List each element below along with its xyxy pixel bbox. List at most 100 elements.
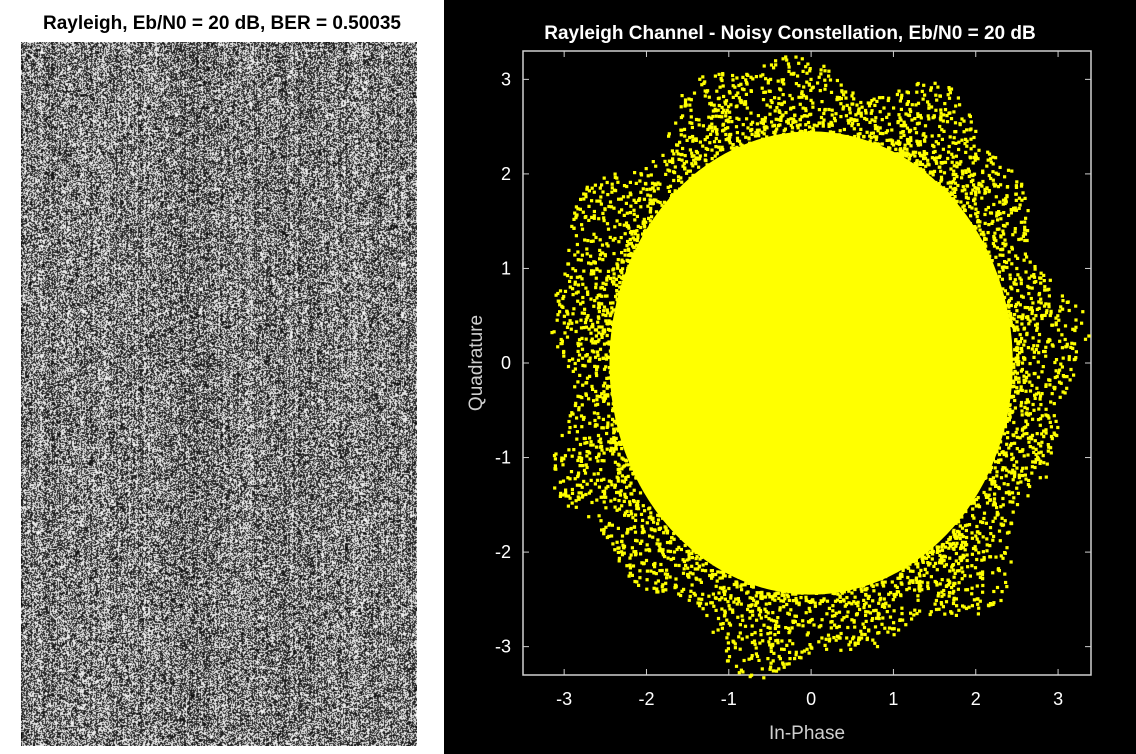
scatter-point xyxy=(788,639,792,643)
scatter-point xyxy=(971,546,976,551)
scatter-point xyxy=(933,579,937,584)
scatter-point xyxy=(828,78,833,82)
scatter-point xyxy=(1025,411,1029,415)
scatter-point xyxy=(1036,418,1041,422)
scatter-point xyxy=(818,589,822,593)
scatter-point xyxy=(891,598,895,602)
scatter-point xyxy=(977,462,981,466)
scatter-point xyxy=(1007,305,1011,309)
scatter-point xyxy=(749,89,753,93)
scatter-point xyxy=(1016,328,1020,332)
scatter-point xyxy=(835,95,839,99)
scatter-point xyxy=(615,508,619,512)
scatter-point xyxy=(573,367,577,371)
scatter-point xyxy=(594,235,598,240)
scatter-point xyxy=(718,148,723,152)
scatter-point xyxy=(690,541,694,546)
scatter-point xyxy=(750,632,754,637)
scatter-point xyxy=(951,563,955,567)
scatter-point xyxy=(645,578,649,582)
scatter-point xyxy=(944,600,949,604)
scatter-point xyxy=(666,185,670,189)
scatter-point xyxy=(605,447,609,451)
scatter-point xyxy=(1043,313,1047,317)
scatter-point xyxy=(622,294,626,298)
scatter-point xyxy=(821,124,825,128)
scatter-point xyxy=(632,208,636,212)
scatter-point xyxy=(567,494,571,498)
scatter-point xyxy=(840,618,844,622)
scatter-point xyxy=(1016,391,1020,395)
scatter-point xyxy=(947,96,952,100)
scatter-point xyxy=(615,441,619,445)
scatter-point xyxy=(1061,390,1065,394)
scatter-point xyxy=(635,580,639,584)
scatter-point xyxy=(1005,265,1009,270)
scatter-point xyxy=(808,575,812,579)
scatter-point xyxy=(604,353,608,357)
scatter-point xyxy=(1011,372,1015,376)
scatter-point xyxy=(797,84,801,88)
scatter-point xyxy=(710,148,714,152)
scatter-point xyxy=(932,194,936,198)
scatter-point xyxy=(805,577,809,581)
scatter-point xyxy=(1036,344,1040,348)
scatter-point xyxy=(617,361,622,365)
scatter-point xyxy=(553,467,557,471)
scatter-point xyxy=(731,553,735,557)
scatter-point xyxy=(673,203,677,207)
scatter-point xyxy=(737,96,741,100)
scatter-point xyxy=(772,123,776,127)
scatter-point xyxy=(755,618,759,622)
scatter-point xyxy=(995,309,999,313)
scatter-point xyxy=(972,135,976,140)
scatter-point xyxy=(920,588,924,592)
scatter-point xyxy=(945,206,949,210)
scatter-point xyxy=(680,180,684,184)
scatter-point xyxy=(928,612,932,617)
scatter-point xyxy=(561,463,565,467)
scatter-point xyxy=(635,250,639,254)
scatter-point xyxy=(576,380,580,384)
scatter-point xyxy=(687,182,691,186)
scatter-point xyxy=(742,572,746,576)
scatter-point xyxy=(995,408,999,412)
scatter-point xyxy=(725,108,729,112)
scatter-point xyxy=(699,601,703,605)
scatter-point xyxy=(656,579,660,583)
scatter-point xyxy=(620,447,624,451)
scatter-point xyxy=(976,211,980,215)
scatter-point xyxy=(722,573,726,577)
scatter-point xyxy=(1034,457,1038,462)
scatter-point xyxy=(1012,281,1016,285)
scatter-point xyxy=(819,68,823,72)
scatter-point xyxy=(675,547,679,552)
scatter-point xyxy=(793,614,797,618)
scatter-point xyxy=(765,142,769,146)
scatter-point xyxy=(790,584,794,588)
scatter-point xyxy=(1012,317,1016,321)
scatter-point xyxy=(946,156,950,161)
scatter-point xyxy=(858,158,862,162)
scatter-point xyxy=(1004,454,1009,458)
scatter-point xyxy=(850,584,854,588)
scatter-point xyxy=(968,222,972,226)
scatter-point xyxy=(963,501,967,505)
scatter-point xyxy=(620,310,624,314)
scatter-point xyxy=(936,85,940,89)
scatter-point xyxy=(622,551,626,555)
scatter-point xyxy=(618,222,622,227)
scatter-point xyxy=(1023,228,1027,232)
scatter-point xyxy=(957,147,961,152)
scatter-point xyxy=(678,187,682,191)
scatter-point xyxy=(665,512,669,516)
scatter-point xyxy=(997,263,1001,267)
scatter-point xyxy=(926,158,930,162)
scatter-point xyxy=(1011,478,1015,482)
scatter-point xyxy=(943,555,947,559)
scatter-point xyxy=(787,598,791,602)
scatter-point xyxy=(835,133,839,137)
scatter-point xyxy=(691,572,695,576)
scatter-point xyxy=(668,169,672,173)
scatter-point xyxy=(728,141,732,145)
